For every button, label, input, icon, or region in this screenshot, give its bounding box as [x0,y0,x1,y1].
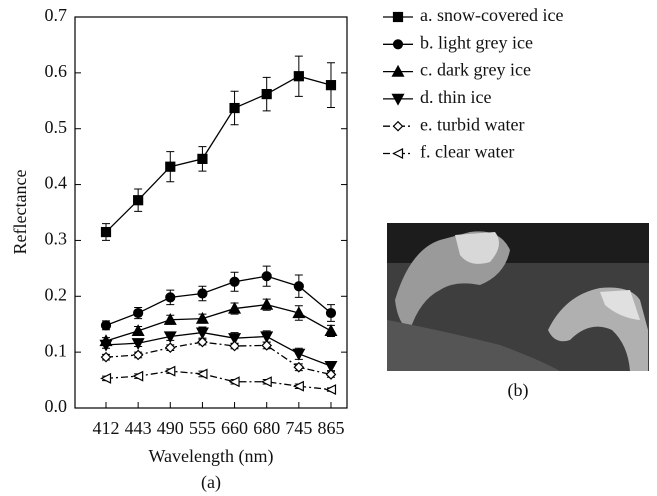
y-tick-label: 0.1 [45,340,68,360]
marker [325,80,337,91]
marker [164,365,176,377]
marker [228,333,242,345]
x-tick-label: 680 [253,418,280,438]
legend-marker [392,120,404,132]
y-tick-label: 0.7 [45,5,68,25]
marker [197,288,208,299]
marker [261,271,272,282]
x-tick-label: 412 [93,418,120,438]
legend-marker [392,148,404,159]
series-line [105,304,332,342]
marker [131,338,145,350]
marker [292,306,306,319]
x-tick-label: 555 [189,418,216,438]
marker [324,361,338,373]
marker [131,324,145,337]
x-tick-label: 490 [157,418,184,438]
x-tick-label: 660 [221,418,248,438]
marker [165,161,176,172]
satellite-image [387,223,649,371]
marker [132,349,144,361]
x-tick-label: 443 [125,418,152,438]
marker [325,369,337,380]
marker [260,331,274,344]
x-tick-label: 745 [285,418,312,438]
marker [100,226,112,238]
marker [197,336,208,348]
legend-label: a. snow-covered ice [420,5,563,25]
legend-marker [392,39,404,50]
marker [100,351,112,363]
x-axis-label: Wavelength (nm) [148,446,273,467]
marker [229,276,240,287]
y-tick-label: 0.4 [45,173,68,193]
marker [292,380,304,392]
series-line [105,75,332,233]
legend-marker [391,93,405,106]
legend-marker [392,11,404,23]
marker [325,307,337,319]
marker [260,297,274,310]
marker [100,372,112,384]
marker [163,331,177,344]
marker [261,340,273,351]
legend-label: f. clear water [420,142,514,162]
legend-label: c. dark grey ice [420,60,531,80]
marker [324,324,338,337]
y-axis-label: Reflectance [10,170,30,255]
series-line [105,275,332,326]
panel-label: (a) [201,472,221,493]
y-tick-label: 0.5 [45,117,68,137]
marker [293,71,304,82]
y-tick-label: 0.0 [45,396,68,416]
legend-marker [391,64,405,77]
legend-label: e. turbid water [420,114,524,134]
marker [132,370,144,382]
y-tick-label: 0.6 [45,61,68,81]
y-tick-label: 0.3 [45,229,68,249]
plot-frame [74,16,348,409]
legend-label: b. light grey ice [420,32,533,52]
marker [99,339,113,352]
marker [195,311,209,324]
series-line [105,331,332,367]
marker [165,292,176,303]
marker [292,348,306,361]
y-tick-label: 0.2 [45,284,68,304]
marker [293,361,305,373]
image-label: (b) [508,380,529,401]
marker [133,307,144,319]
marker [164,342,176,354]
marker [228,301,242,314]
x-tick-label: 865 [317,418,344,438]
marker [229,102,240,114]
marker [100,320,112,331]
marker [260,376,272,388]
marker [261,88,272,100]
marker [195,327,209,340]
marker [163,313,177,325]
marker [229,340,240,352]
marker [228,376,240,388]
marker [133,195,144,206]
legend-label: d. thin ice [420,87,491,107]
marker [293,281,304,292]
marker [325,384,337,396]
marker [197,153,208,164]
marker [196,368,208,380]
